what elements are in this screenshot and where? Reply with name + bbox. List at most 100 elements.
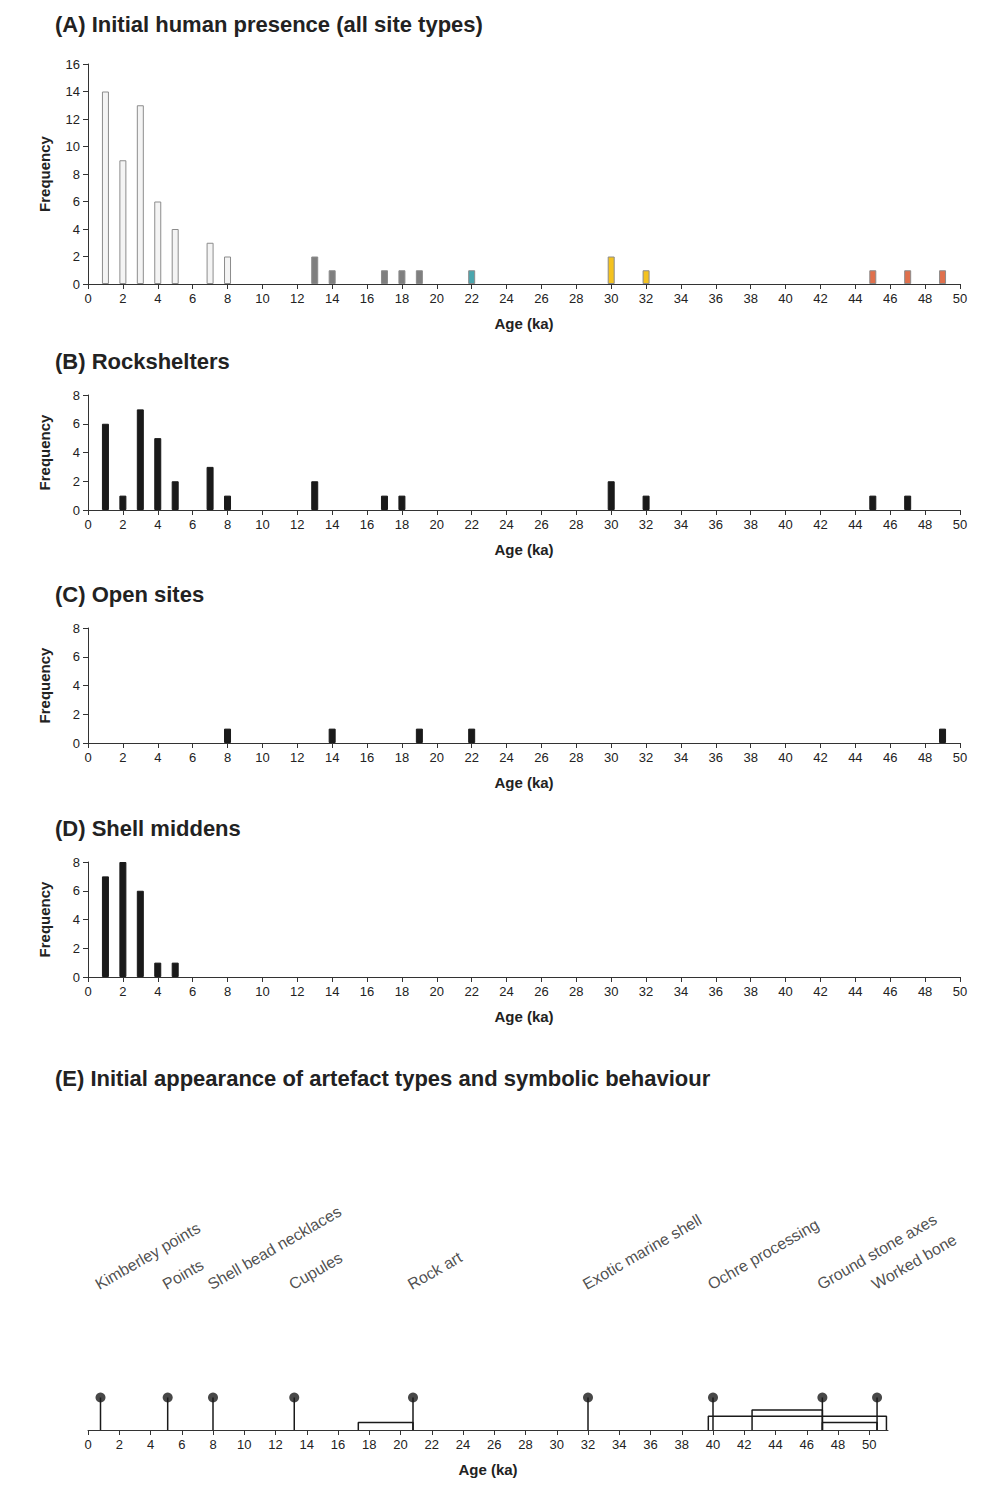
svg-text:22: 22 [425, 1437, 439, 1452]
svg-text:30: 30 [604, 750, 618, 765]
svg-text:16: 16 [66, 57, 80, 72]
svg-text:16: 16 [360, 984, 374, 999]
svg-text:Age (ka): Age (ka) [458, 1461, 517, 1478]
svg-text:12: 12 [290, 517, 304, 532]
svg-text:42: 42 [813, 984, 827, 999]
svg-text:12: 12 [290, 984, 304, 999]
svg-text:14: 14 [325, 984, 339, 999]
svg-text:Exotic marine shell: Exotic marine shell [580, 1211, 705, 1293]
svg-text:24: 24 [499, 517, 513, 532]
svg-text:4: 4 [154, 291, 161, 306]
svg-text:4: 4 [147, 1437, 154, 1452]
svg-text:Worked bone: Worked bone [869, 1231, 960, 1293]
svg-text:36: 36 [709, 984, 723, 999]
svg-text:46: 46 [883, 750, 897, 765]
svg-text:28: 28 [569, 291, 583, 306]
svg-text:6: 6 [189, 517, 196, 532]
svg-text:44: 44 [848, 984, 862, 999]
svg-text:48: 48 [918, 517, 932, 532]
svg-text:Age (ka): Age (ka) [494, 1008, 553, 1025]
svg-text:36: 36 [709, 517, 723, 532]
svg-text:22: 22 [464, 291, 478, 306]
svg-text:4: 4 [73, 912, 80, 927]
svg-text:Frequency: Frequency [36, 414, 53, 491]
svg-text:48: 48 [918, 291, 932, 306]
svg-text:46: 46 [883, 291, 897, 306]
svg-text:Frequency: Frequency [36, 881, 53, 958]
svg-text:50: 50 [953, 291, 967, 306]
svg-text:0: 0 [73, 970, 80, 985]
svg-text:32: 32 [639, 750, 653, 765]
svg-text:38: 38 [743, 291, 757, 306]
svg-text:4: 4 [73, 445, 80, 460]
svg-text:8: 8 [73, 167, 80, 182]
svg-text:6: 6 [178, 1437, 185, 1452]
svg-text:40: 40 [778, 984, 792, 999]
svg-text:(E) Initial appearance of arte: (E) Initial appearance of artefact types… [55, 1066, 711, 1091]
svg-text:10: 10 [255, 750, 269, 765]
svg-text:24: 24 [499, 291, 513, 306]
svg-text:32: 32 [639, 291, 653, 306]
svg-text:2: 2 [119, 984, 126, 999]
svg-text:6: 6 [73, 194, 80, 209]
svg-text:2: 2 [119, 291, 126, 306]
svg-text:14: 14 [325, 750, 339, 765]
svg-text:8: 8 [73, 388, 80, 403]
svg-text:18: 18 [362, 1437, 376, 1452]
svg-text:44: 44 [848, 517, 862, 532]
svg-text:10: 10 [237, 1437, 251, 1452]
svg-text:0: 0 [84, 984, 91, 999]
svg-text:42: 42 [813, 517, 827, 532]
svg-text:8: 8 [73, 621, 80, 636]
svg-text:46: 46 [883, 517, 897, 532]
svg-text:34: 34 [674, 517, 688, 532]
svg-text:38: 38 [675, 1437, 689, 1452]
svg-text:0: 0 [84, 291, 91, 306]
svg-text:46: 46 [883, 984, 897, 999]
svg-text:18: 18 [395, 750, 409, 765]
svg-text:22: 22 [464, 984, 478, 999]
svg-text:40: 40 [778, 750, 792, 765]
svg-text:(B) Rockshelters: (B) Rockshelters [55, 349, 230, 374]
svg-text:30: 30 [550, 1437, 564, 1452]
svg-text:30: 30 [604, 291, 618, 306]
svg-text:Frequency: Frequency [36, 647, 53, 724]
svg-text:50: 50 [953, 517, 967, 532]
svg-text:16: 16 [360, 517, 374, 532]
svg-text:Age (ka): Age (ka) [494, 541, 553, 558]
svg-text:8: 8 [224, 517, 231, 532]
svg-text:2: 2 [73, 474, 80, 489]
svg-text:2: 2 [73, 707, 80, 722]
svg-text:4: 4 [73, 222, 80, 237]
svg-text:36: 36 [709, 750, 723, 765]
svg-text:0: 0 [73, 736, 80, 751]
svg-text:18: 18 [395, 517, 409, 532]
svg-text:10: 10 [255, 291, 269, 306]
svg-text:16: 16 [360, 750, 374, 765]
svg-text:6: 6 [189, 750, 196, 765]
svg-text:0: 0 [84, 1437, 91, 1452]
svg-text:0: 0 [84, 750, 91, 765]
svg-text:6: 6 [189, 291, 196, 306]
svg-text:12: 12 [290, 291, 304, 306]
svg-text:(D) Shell middens: (D) Shell middens [55, 816, 241, 841]
svg-text:48: 48 [918, 984, 932, 999]
svg-text:30: 30 [604, 984, 618, 999]
svg-text:0: 0 [73, 503, 80, 518]
svg-text:18: 18 [395, 291, 409, 306]
svg-text:4: 4 [154, 517, 161, 532]
svg-text:14: 14 [325, 517, 339, 532]
svg-text:24: 24 [499, 984, 513, 999]
svg-text:16: 16 [331, 1437, 345, 1452]
svg-text:Shell bead necklaces: Shell bead necklaces [205, 1203, 344, 1293]
svg-text:8: 8 [224, 984, 231, 999]
svg-text:30: 30 [604, 517, 618, 532]
svg-text:24: 24 [499, 750, 513, 765]
svg-text:(A) Initial human presence (al: (A) Initial human presence (all site typ… [55, 12, 483, 37]
svg-text:26: 26 [534, 291, 548, 306]
svg-text:Age (ka): Age (ka) [494, 774, 553, 791]
svg-text:Ochre processing: Ochre processing [705, 1216, 822, 1293]
svg-text:32: 32 [581, 1437, 595, 1452]
svg-text:10: 10 [255, 517, 269, 532]
svg-text:28: 28 [569, 984, 583, 999]
